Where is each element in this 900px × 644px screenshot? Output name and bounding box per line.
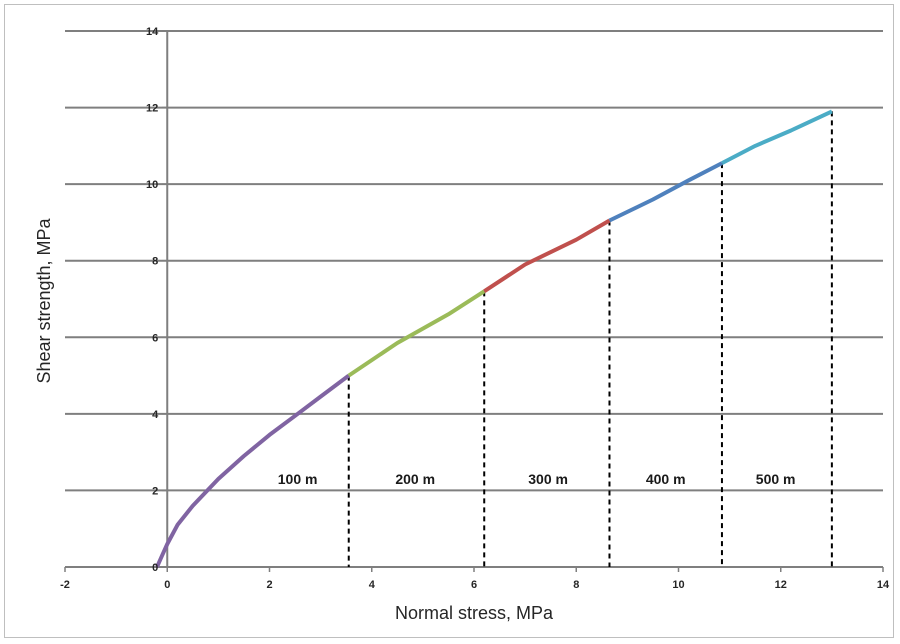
chart-frame — [4, 4, 894, 638]
series-lines — [155, 109, 833, 568]
series-line — [721, 109, 833, 165]
y-tick-label: 4 — [152, 409, 159, 421]
y-tick-label: 2 — [152, 485, 158, 497]
tick-labels: -2 0 2 4 6 8 10 12 14 0 2 4 6 8 10 12 14 — [60, 26, 890, 591]
y-tick-label: 8 — [152, 256, 158, 268]
x-tick-label: 0 — [164, 579, 170, 591]
x-tick-label: 12 — [775, 579, 787, 591]
depth-boundaries — [347, 111, 833, 567]
x-tick-label: 4 — [369, 579, 376, 591]
zone-label: 100 m — [278, 471, 318, 487]
y-tick-label: 10 — [146, 179, 158, 191]
zone-label: 200 m — [395, 471, 435, 487]
series-line — [347, 289, 486, 378]
x-tick-label: 10 — [672, 579, 684, 591]
y-tick-label: 12 — [146, 103, 158, 115]
x-tick-label: 14 — [877, 579, 890, 591]
y-axis-title: Shear strength, MPa — [34, 217, 54, 383]
zone-label: 500 m — [756, 471, 796, 487]
x-tick-label: 6 — [471, 579, 477, 591]
x-tick-label: 2 — [266, 579, 272, 591]
y-tick-label: 0 — [152, 562, 158, 574]
series-line — [155, 373, 350, 568]
series-line — [608, 161, 723, 223]
y-tick-label: 14 — [146, 26, 159, 38]
axes — [64, 30, 884, 572]
zone-label: 400 m — [646, 471, 686, 487]
zone-labels: 100 m 200 m 300 m 400 m 500 m — [278, 471, 796, 487]
zone-label: 300 m — [528, 471, 568, 487]
x-tick-label: 8 — [573, 579, 579, 591]
y-tick-label: 6 — [152, 332, 158, 344]
x-tick-label: -2 — [60, 579, 70, 591]
series-line — [483, 218, 611, 293]
x-axis-title: Normal stress, MPa — [395, 603, 554, 623]
